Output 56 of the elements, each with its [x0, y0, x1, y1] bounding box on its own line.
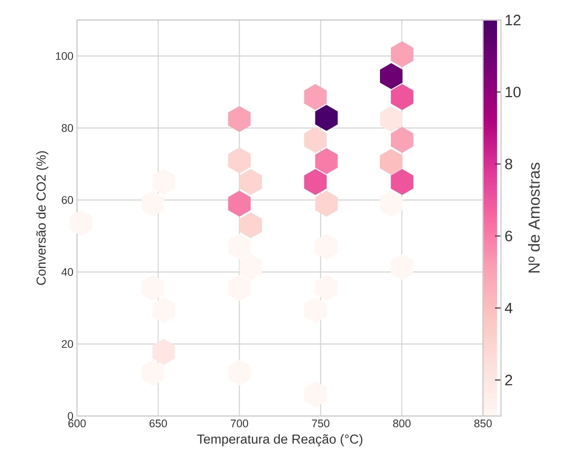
point [315, 190, 338, 217]
color-bar-label: 8 [505, 158, 512, 170]
x-tick-label: 600 [68, 420, 86, 428]
point [240, 168, 262, 195]
point [380, 148, 403, 175]
point [315, 274, 338, 301]
point [228, 234, 251, 260]
point [228, 190, 251, 217]
x-axis-title: Temperatura de Reação (°C) [197, 434, 362, 446]
point [380, 63, 403, 90]
point [240, 212, 262, 238]
color-bar-label: 6 [505, 230, 512, 242]
point [315, 148, 338, 174]
x-tick-label: 650 [150, 420, 167, 428]
point [390, 84, 414, 110]
color-bar-label: 12 [506, 14, 520, 26]
y-tick-label: 80 [62, 124, 74, 132]
point [304, 168, 327, 195]
point [304, 126, 327, 153]
y-axis-title: Conversão de CO2 (%) [36, 151, 48, 285]
point [380, 106, 403, 132]
point [228, 360, 251, 386]
y-tick-label: 0 [68, 412, 74, 420]
y-tick-label: 100 [56, 52, 74, 60]
point [152, 297, 175, 324]
point [390, 254, 414, 280]
color-bar-label: 10 [506, 86, 521, 98]
y-tick-label: 20 [62, 340, 74, 348]
point [228, 274, 251, 301]
point [228, 147, 251, 174]
point [304, 84, 327, 110]
point [142, 190, 164, 217]
y-tick-label: 60 [62, 196, 74, 204]
point [70, 210, 92, 236]
point [228, 106, 251, 132]
color-bar-title: Nº de Amostras [528, 162, 540, 273]
point [315, 104, 338, 131]
point [390, 41, 414, 68]
point [142, 274, 164, 301]
color-bar-label: 2 [505, 374, 512, 386]
point [315, 234, 338, 260]
point [240, 254, 262, 280]
point [380, 190, 403, 217]
point [152, 168, 175, 195]
point [142, 360, 164, 386]
x-tick-label: 700 [230, 420, 248, 428]
x-tick-label: 850 [474, 420, 492, 428]
point [152, 338, 175, 365]
x-tick-label: 750 [312, 420, 330, 428]
point [390, 126, 414, 153]
point [390, 168, 414, 195]
point [304, 297, 327, 324]
x-tick-label: 800 [393, 420, 411, 428]
y-tick-label: 40 [61, 268, 74, 276]
color-bar-label: 4 [504, 302, 512, 314]
point [304, 381, 327, 408]
